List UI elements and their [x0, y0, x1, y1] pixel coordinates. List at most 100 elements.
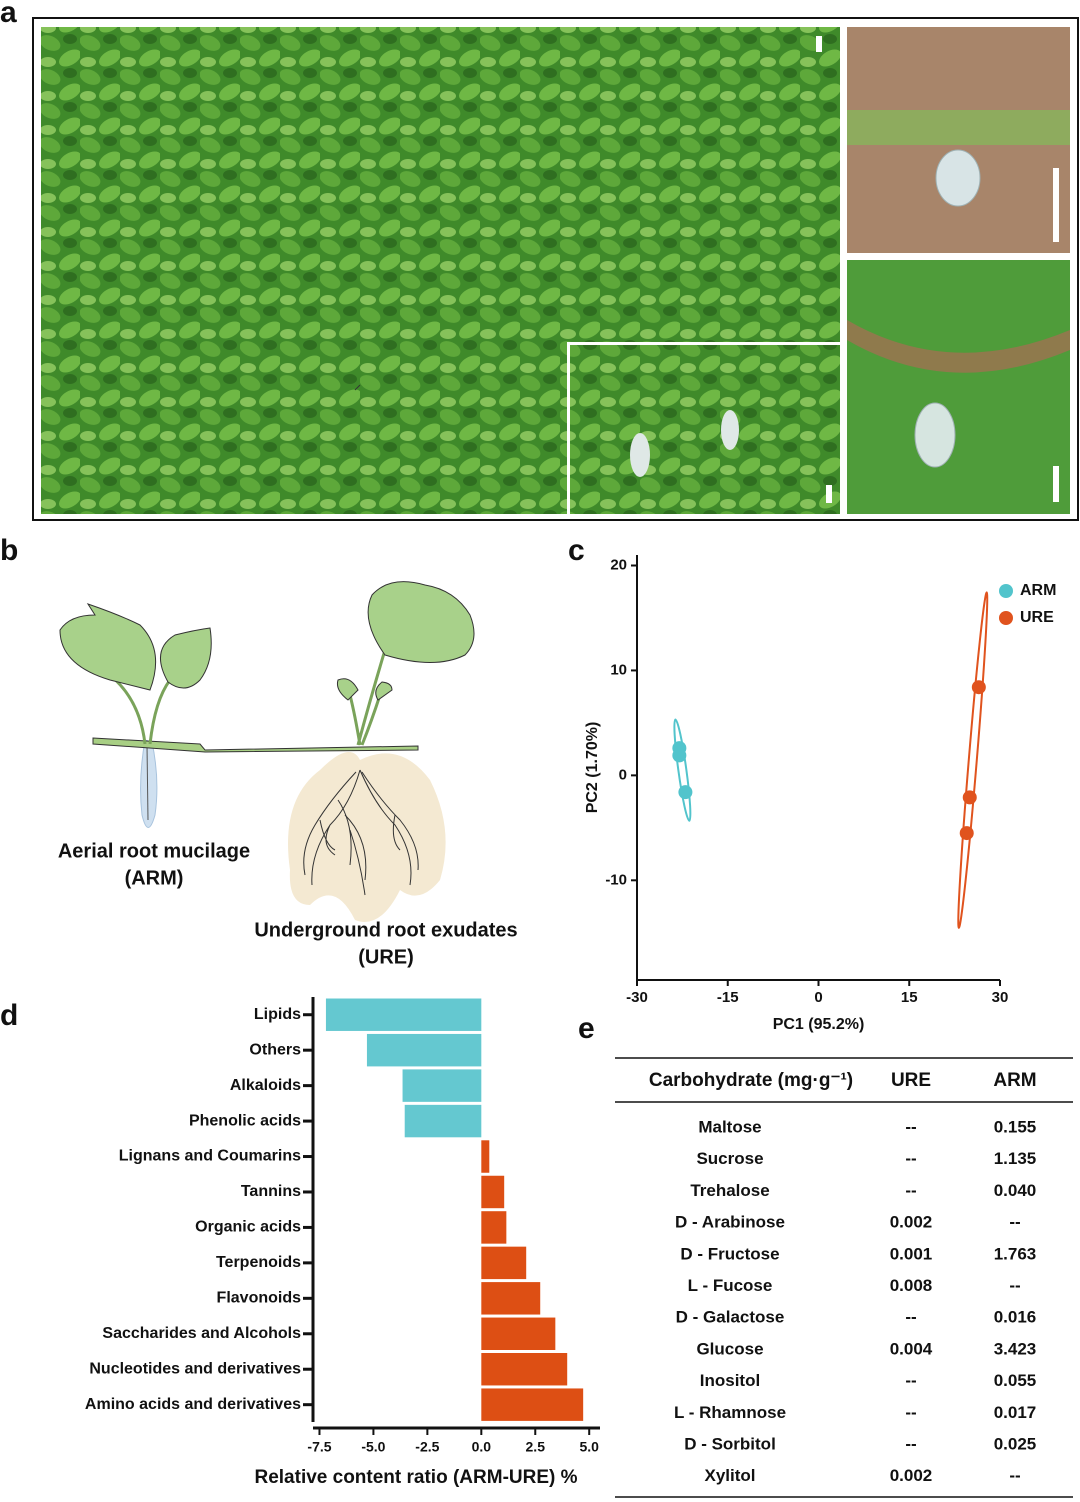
table-cell: -- [905, 1403, 916, 1422]
table-cell: Trehalose [690, 1181, 769, 1200]
bar [481, 1211, 507, 1244]
legend-label: URE [1020, 609, 1054, 626]
bar [481, 1388, 584, 1421]
bar [402, 1069, 482, 1102]
y-tick-label: Nucleotides and derivatives [89, 1360, 301, 1377]
y-tick-label: Others [249, 1041, 301, 1058]
table-cell: L - Rhamnose [674, 1403, 786, 1422]
scatter-point [959, 826, 974, 841]
table-cell: 0.055 [994, 1371, 1037, 1390]
bar [481, 1353, 568, 1386]
x-tick-label: 2.5 [526, 1439, 546, 1455]
y-tick-label: Lignans and Coumarins [119, 1148, 301, 1165]
table-cell: -- [1009, 1466, 1020, 1485]
table-header: Carbohydrate (mg·g⁻¹) [649, 1070, 853, 1091]
x-tick-label: -15 [717, 989, 739, 1006]
y-tick-label: Organic acids [195, 1219, 301, 1236]
y-tick-label: 10 [610, 661, 627, 678]
table-cell: 0.016 [994, 1308, 1037, 1327]
bar [481, 1140, 490, 1173]
confidence-ellipse [673, 718, 692, 822]
y-tick-label: Flavonoids [217, 1290, 302, 1307]
table-cell: -- [1009, 1213, 1020, 1232]
table-cell: 0.025 [994, 1434, 1037, 1453]
table-cell: 0.008 [890, 1276, 933, 1295]
diagram-label: (URE) [358, 946, 414, 968]
table-cell: -- [905, 1371, 916, 1390]
table-header: ARM [993, 1070, 1036, 1091]
confidence-ellipse [957, 591, 989, 929]
table-cell: -- [905, 1117, 916, 1136]
table-cell: Maltose [698, 1117, 761, 1136]
y-tick-label: Amino acids and derivatives [85, 1396, 301, 1413]
table-cell: L - Fucose [688, 1276, 773, 1295]
x-tick-label: 0 [814, 989, 822, 1006]
y-tick-label: Saccharides and Alcohols [102, 1325, 301, 1342]
x-axis-label: Relative content ratio (ARM-URE) % [254, 1467, 577, 1488]
y-tick-label: Alkaloids [230, 1077, 301, 1094]
x-tick-label: -30 [626, 989, 648, 1006]
scatter-point [962, 790, 977, 805]
legend-swatch [999, 611, 1013, 625]
table-cell: Glucose [696, 1339, 763, 1358]
y-tick-label: 20 [610, 556, 627, 573]
table-cell: 0.004 [890, 1339, 933, 1358]
table-cell: D - Sorbitol [684, 1434, 776, 1453]
panel-label: c [568, 534, 585, 567]
panel-label: a [0, 0, 17, 29]
table-cell: -- [905, 1181, 916, 1200]
bar [481, 1282, 541, 1315]
panel-label: d [0, 999, 18, 1032]
bar [481, 1317, 556, 1350]
x-tick-label: 30 [992, 989, 1009, 1006]
y-tick-label: Terpenoids [216, 1254, 301, 1271]
legend-label: ARM [1020, 582, 1056, 599]
x-tick-label: 15 [901, 989, 918, 1006]
x-tick-label: 0.0 [472, 1439, 492, 1455]
x-axis-label: PC1 (95.2%) [773, 1016, 865, 1033]
table-header: URE [891, 1070, 931, 1091]
table-cell: 1.763 [994, 1244, 1037, 1263]
photo-panel [32, 17, 1079, 521]
table-cell: -- [905, 1149, 916, 1168]
table-cell: Inositol [700, 1371, 760, 1390]
table-cell: 0.017 [994, 1403, 1037, 1422]
table-cell: -- [905, 1434, 916, 1453]
bar [366, 1033, 482, 1067]
diagram-label: Aerial root mucilage [58, 840, 250, 862]
scatter-point [971, 680, 986, 695]
scatter-point [672, 748, 687, 763]
x-tick-label: -2.5 [415, 1439, 439, 1455]
table-cell: 0.001 [890, 1244, 933, 1263]
panel-label: b [0, 534, 18, 567]
plant-diagram [59, 384, 475, 922]
x-tick-label: 5.0 [579, 1439, 599, 1455]
table-cell: 0.002 [890, 1466, 933, 1485]
table-cell: 3.423 [994, 1339, 1037, 1358]
table-cell: -- [905, 1308, 916, 1327]
y-tick-label: Phenolic acids [189, 1112, 301, 1129]
bar [481, 1175, 505, 1209]
table-cell: 1.135 [994, 1149, 1037, 1168]
y-tick-label: -10 [605, 871, 627, 888]
y-tick-label: 0 [619, 766, 627, 783]
diagram-label: (ARM) [125, 867, 184, 889]
table-cell: 0.040 [994, 1181, 1037, 1200]
legend-swatch [999, 584, 1013, 598]
y-tick-label: Tannins [241, 1183, 301, 1200]
table-cell: -- [1009, 1276, 1020, 1295]
table-cell: D - Fructose [680, 1244, 779, 1263]
y-axis-label: PC2 (1.70%) [584, 722, 601, 814]
table-cell: 0.155 [994, 1117, 1037, 1136]
table-cell: D - Arabinose [675, 1213, 785, 1232]
table-cell: D - Galactose [676, 1308, 785, 1327]
x-tick-label: -5.0 [361, 1439, 385, 1455]
x-tick-label: -7.5 [307, 1439, 331, 1455]
diagram-label: Underground root exudates [254, 919, 517, 941]
bar [325, 998, 482, 1031]
bar [481, 1246, 527, 1280]
panel-label: e [578, 1012, 595, 1045]
table-cell: Xylitol [704, 1466, 755, 1485]
table-cell: 0.002 [890, 1213, 933, 1232]
